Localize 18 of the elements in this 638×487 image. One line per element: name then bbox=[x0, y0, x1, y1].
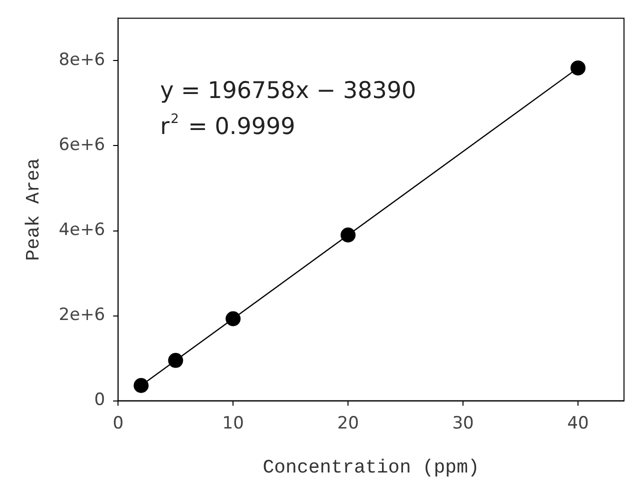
x-tick-label: 20 bbox=[337, 413, 359, 434]
y-axis-title: Peak Area bbox=[22, 158, 44, 261]
x-tick-label: 0 bbox=[112, 413, 124, 434]
x-tick-label: 30 bbox=[452, 413, 474, 434]
point bbox=[168, 352, 184, 368]
point bbox=[340, 228, 356, 243]
point bbox=[226, 311, 241, 326]
y-tick-label: 0 bbox=[94, 390, 106, 410]
x-tick-label: 10 bbox=[222, 413, 244, 434]
y-tick-label: 2e+6 bbox=[58, 305, 106, 326]
x-axis-title: Concentration (ppm) bbox=[262, 456, 480, 479]
point bbox=[134, 378, 149, 393]
point bbox=[570, 60, 586, 76]
y-tick-label: 4e+6 bbox=[58, 220, 106, 240]
y-tick-label: 6e+6 bbox=[58, 135, 106, 156]
y-tick-label: 8e+6 bbox=[58, 50, 106, 70]
annotation: y = 196758x − 38390 bbox=[160, 78, 416, 104]
x-tick-label: 40 bbox=[567, 413, 589, 434]
